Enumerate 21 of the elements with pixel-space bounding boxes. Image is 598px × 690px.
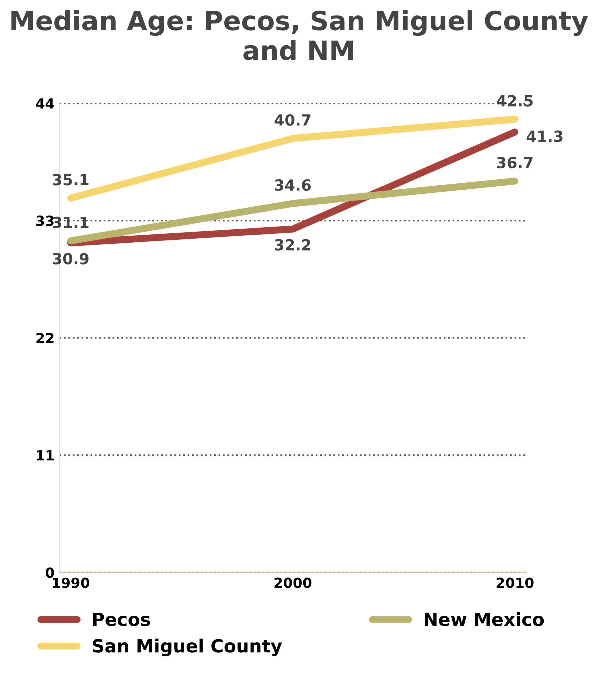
y-tick-label: 22 — [36, 333, 54, 344]
x-tick-label: 2010 — [496, 578, 534, 588]
legend-label: New Mexico — [425, 612, 544, 626]
x-tick-label: 1990 — [53, 578, 90, 588]
y-tick-label: 11 — [37, 450, 54, 461]
chart-title: Median Age: Pecos, San Miguel County and NM — [12, 10, 588, 61]
data-label: 30.9 — [53, 253, 89, 265]
data-label: 34.6 — [275, 180, 312, 192]
data-label: 36.7 — [497, 157, 533, 169]
legend-label: San Miguel County — [93, 638, 282, 657]
y-tick-label: 44 — [36, 98, 54, 109]
x-tick-label: 2000 — [274, 578, 312, 588]
data-label: 40.7 — [274, 114, 311, 126]
data-label: 35.1 — [53, 174, 89, 186]
data-label: 31.1 — [53, 216, 89, 228]
data-label: 41.3 — [526, 130, 563, 142]
legend-label: Pecos — [93, 612, 150, 626]
y-tick-label: 0 — [46, 568, 54, 578]
data-label: 32.2 — [275, 239, 311, 251]
y-tick-label: 33 — [36, 216, 54, 226]
data-label: 42.5 — [496, 95, 533, 107]
